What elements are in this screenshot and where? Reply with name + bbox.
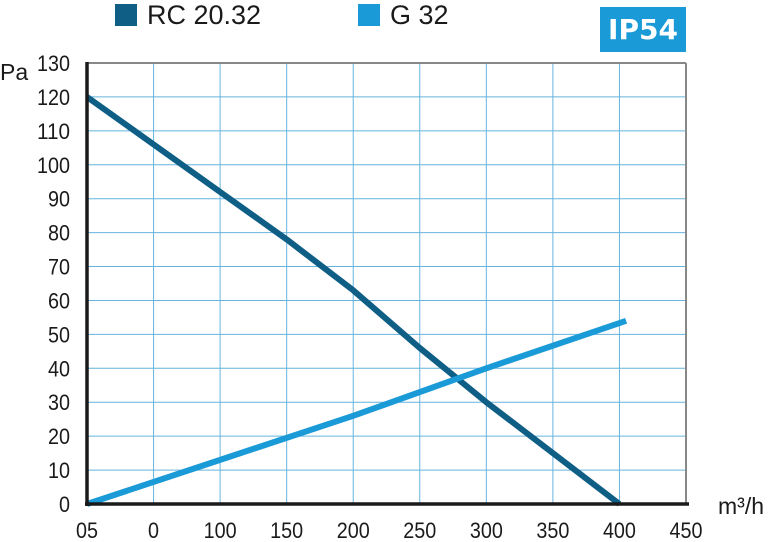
x-tick-label: 05 bbox=[76, 518, 98, 542]
y-tick-label: 110 bbox=[37, 119, 70, 144]
y-tick-label: 20 bbox=[48, 424, 70, 449]
legend-label-g-32: G 32 bbox=[390, 0, 449, 30]
legend-swatch-rc-20-32 bbox=[115, 4, 137, 26]
chart-grid bbox=[87, 63, 686, 504]
x-tick-label: 200 bbox=[337, 518, 370, 542]
chart-series bbox=[85, 94, 628, 507]
x-axis-label: m³/h bbox=[718, 493, 764, 519]
x-tick-label: 0 bbox=[148, 518, 159, 542]
x-tick-label: 100 bbox=[204, 518, 237, 542]
legend-label-rc-20-32: RC 20.32 bbox=[147, 0, 262, 30]
x-tick-label: 150 bbox=[270, 518, 303, 542]
y-axis-label: Pa bbox=[0, 59, 28, 85]
y-tick-label: 30 bbox=[48, 390, 70, 415]
x-tick-label: 400 bbox=[603, 518, 636, 542]
legend-item-rc-20-32: RC 20.32 bbox=[115, 0, 261, 30]
series-line-0 bbox=[85, 94, 622, 507]
chart-axes bbox=[85, 62, 689, 506]
y-tick-label: 80 bbox=[48, 221, 70, 246]
series-line-1 bbox=[86, 317, 628, 507]
y-tick-label: 90 bbox=[48, 187, 70, 212]
y-tick-label: 40 bbox=[48, 356, 70, 381]
legend-swatch-g-32 bbox=[358, 4, 380, 26]
y-tick-label: 0 bbox=[59, 492, 70, 517]
x-tick-label: 250 bbox=[403, 518, 436, 542]
y-tick-label: 100 bbox=[37, 153, 70, 178]
x-tick-label: 300 bbox=[470, 518, 503, 542]
y-tick-label: 120 bbox=[37, 85, 70, 110]
ip-rating-badge: IP54 bbox=[600, 7, 686, 52]
y-tick-label: 10 bbox=[48, 458, 70, 483]
y-tick-label: 70 bbox=[48, 255, 70, 280]
x-tick-label: 450 bbox=[670, 518, 703, 542]
y-tick-label: 50 bbox=[48, 322, 70, 347]
y-tick-label: 60 bbox=[48, 288, 70, 313]
x-tick-label: 350 bbox=[536, 518, 569, 542]
legend-item-g-32: G 32 bbox=[358, 0, 449, 30]
y-tick-label: 130 bbox=[37, 51, 70, 76]
